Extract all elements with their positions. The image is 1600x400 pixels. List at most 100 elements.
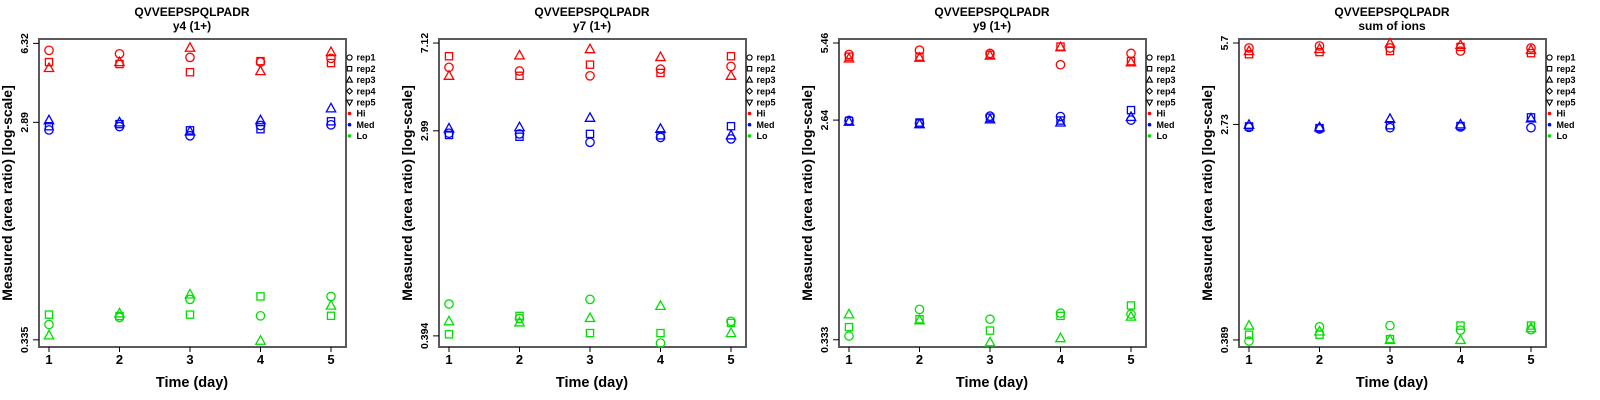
- legend-label-rep1: rep1: [1557, 53, 1576, 63]
- data-point-lo: [44, 319, 54, 330]
- data-point-hi: [1526, 48, 1536, 58]
- legend-label-rep3: rep3: [1157, 75, 1176, 85]
- data-point-med: [325, 102, 337, 113]
- legend-label-Hi: Hi: [357, 109, 366, 119]
- data-point-med: [726, 121, 736, 131]
- legend-label-rep2: rep2: [1157, 64, 1176, 74]
- y-tick-label: 6.32: [19, 33, 31, 54]
- data-point-hi: [1385, 46, 1395, 56]
- triangle-up-icon: [745, 75, 754, 83]
- data-point-hi: [1315, 47, 1324, 57]
- data-point-med: [1314, 124, 1325, 134]
- legend-dot-med: [1147, 122, 1152, 127]
- data-point-med: [843, 115, 855, 126]
- legend-label-rep4: rep4: [757, 86, 776, 96]
- data-point-lo: [1385, 320, 1395, 331]
- panel-y4: QVVEEPSPQLPADR y4 (1+) Measured (area ra…: [0, 0, 400, 400]
- square-icon: [1546, 65, 1553, 72]
- panel-title: QVVEEPSPQLPADR: [534, 5, 649, 19]
- y-tick-label: 0.335: [19, 327, 31, 353]
- data-point-hi: [443, 69, 455, 80]
- y-tick-label: 2.99: [419, 120, 431, 141]
- data-point-lo: [326, 311, 336, 321]
- plot-frame: [1238, 38, 1547, 348]
- triangle-up-icon: [345, 75, 354, 83]
- data-point-med: [114, 121, 125, 132]
- panel-y7: QVVEEPSPQLPADR y7 (1+) Measured (area ra…: [400, 0, 800, 400]
- x-tick-label: 1: [445, 352, 452, 367]
- data-point-lo: [913, 313, 926, 325]
- legend-label-Med: Med: [357, 120, 375, 130]
- data-point-hi: [585, 70, 595, 81]
- data-point-lo: [584, 311, 596, 323]
- data-point-hi: [984, 49, 996, 60]
- legend-label-rep1: rep1: [757, 53, 776, 63]
- panel-y9-plot: QVVEEPSPQLPADR y9 (1+) Measured (area ra…: [800, 5, 1176, 391]
- legend-dot-med: [1547, 122, 1552, 127]
- diamond-icon: [1145, 87, 1154, 95]
- data-point-med: [1126, 105, 1136, 115]
- data-point-hi: [1314, 41, 1325, 51]
- data-point-lo: [985, 326, 995, 335]
- square-icon: [746, 65, 753, 72]
- panel-subtitle: y9 (1+): [973, 19, 1011, 33]
- data-point-lo: [1244, 336, 1254, 346]
- data-point-lo: [514, 313, 525, 324]
- legend-label-rep5: rep5: [357, 98, 376, 108]
- x-tick-label: 5: [1527, 352, 1534, 367]
- data-point-lo: [1455, 325, 1466, 336]
- data-point-lo: [1243, 319, 1255, 330]
- data-point-lo: [1526, 324, 1536, 335]
- panel-y7-plot: QVVEEPSPQLPADR y7 (1+) Measured (area ra…: [400, 5, 776, 391]
- data-point-med: [513, 120, 526, 132]
- data-point-hi: [184, 41, 196, 52]
- data-point-med: [1525, 112, 1537, 123]
- x-tick-label: 4: [1057, 352, 1065, 367]
- square-icon: [346, 65, 353, 72]
- panel-title: QVVEEPSPQLPADR: [134, 5, 249, 19]
- data-point-lo: [725, 326, 737, 338]
- data-point-lo: [1315, 330, 1324, 339]
- data-point-lo: [843, 308, 855, 319]
- legend-dot-med: [347, 122, 352, 127]
- y-axis-label: Measured (area ratio) [log-scale]: [400, 85, 415, 301]
- data-point-lo: [513, 316, 526, 327]
- data-point-med: [1385, 122, 1395, 133]
- data-point-hi: [656, 68, 665, 78]
- data-point-med: [444, 128, 454, 139]
- data-point-med: [326, 117, 336, 126]
- x-tick-label: 4: [657, 352, 665, 367]
- data-point-med: [655, 132, 666, 143]
- data-point-hi: [113, 55, 126, 67]
- data-point-lo: [1056, 311, 1065, 321]
- data-point-lo: [726, 316, 736, 327]
- x-tick-label: 1: [45, 352, 52, 367]
- legend-label-rep5: rep5: [1157, 98, 1176, 108]
- triangle-up-icon: [1145, 75, 1154, 83]
- data-point-med: [1244, 122, 1254, 133]
- legend-label-Lo: Lo: [1557, 131, 1568, 141]
- data-point-hi: [654, 50, 667, 62]
- x-tick-label: 2: [116, 352, 123, 367]
- data-point-hi: [1244, 43, 1254, 53]
- data-point-med: [1526, 122, 1536, 133]
- panel-y4-plot: QVVEEPSPQLPADR y4 (1+) Measured (area ra…: [0, 5, 376, 391]
- data-point-hi: [44, 45, 54, 56]
- circle-icon: [346, 54, 353, 61]
- panel-title: QVVEEPSPQLPADR: [934, 5, 1049, 19]
- data-point-lo: [914, 304, 925, 315]
- plot-frame: [838, 38, 1147, 348]
- data-point-med: [984, 112, 996, 124]
- data-point-hi: [43, 61, 55, 73]
- data-point-hi: [444, 51, 454, 61]
- legend-label-Hi: Hi: [1557, 109, 1566, 119]
- data-point-lo: [1126, 309, 1136, 319]
- x-axis-label: Time (day): [1356, 375, 1428, 391]
- y-axis-label: Measured (area ratio) [log-scale]: [1200, 85, 1215, 301]
- y-tick-label: 5.46: [819, 33, 831, 54]
- x-tick-label: 3: [986, 352, 993, 367]
- data-point-med: [113, 116, 126, 127]
- x-tick-label: 3: [186, 352, 193, 367]
- panel-y9: QVVEEPSPQLPADR y9 (1+) Measured (area ra…: [800, 0, 1200, 400]
